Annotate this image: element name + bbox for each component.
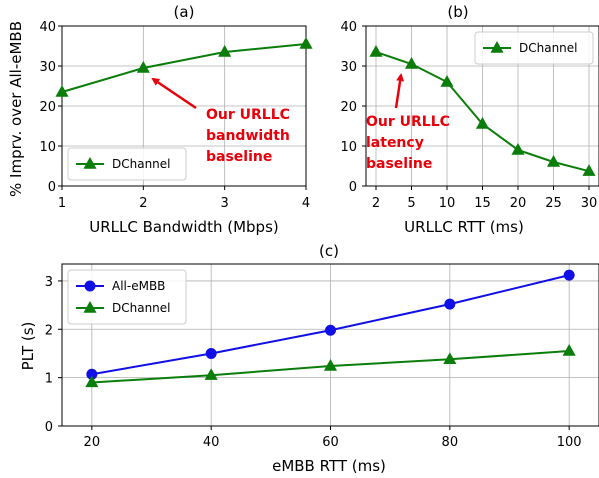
panel-a-legend: DChannel: [67, 147, 187, 181]
panel-c: (c) eMBB RTT (ms) PLT (s) 20 40 60 80 100 0 1 2…: [19, 242, 599, 475]
panel-b-annotation-arrow: [394, 73, 405, 109]
panel-c-title: (c): [319, 242, 339, 260]
panel-a-legend-box: [67, 147, 187, 181]
panel-b-series-dchannel-point: [369, 44, 383, 57]
panel-c-series-dchannel-point: [204, 368, 218, 380]
panel-a-annotation: Our URLLC bandwidth baseline: [151, 77, 290, 165]
panel-c-legend-swatch-marker: [83, 300, 97, 313]
panel-a-y-tick-label: 30: [39, 60, 56, 75]
panel-a-title: (a): [174, 3, 195, 21]
panel-c-x-tick-label: 80: [442, 435, 459, 450]
panel-c-series-all-embb-point: [205, 347, 217, 359]
panel-a-y-tick-label: 0: [48, 180, 56, 195]
panel-c-y-tick-label: 1: [45, 372, 53, 387]
panel-a-x-tick-label: 1: [58, 196, 66, 211]
panel-a-series-dchannel-point: [55, 84, 69, 97]
panel-c-x-tick-label: 60: [322, 435, 339, 450]
panel-a-annotation-arrow: [151, 77, 197, 110]
panel-b-series-dchannel-point: [582, 164, 596, 176]
panel-b-legend: DChannel: [474, 31, 594, 65]
panel-c-series-all-embb-point: [563, 269, 575, 281]
panel-c-series-all-embb-point: [325, 324, 336, 336]
panel-b-series-dchannel-point: [440, 74, 454, 87]
panel-c-series-all-embb-point: [444, 298, 456, 310]
panel-a-legend-swatch-marker: [83, 156, 97, 169]
panel-b-legend-label: DChannel: [519, 41, 578, 55]
panel-b-annotation: Our URLLC latency baseline: [366, 73, 450, 172]
panel-c-series-dchannel-point: [323, 359, 338, 371]
panel-b-series-dchannel-point: [546, 154, 561, 167]
panel-b-annotation-line-2: latency: [366, 135, 424, 151]
panel-a-annotation-line-1: Our URLLC: [206, 107, 290, 123]
panel-b-x-tick-label: 15: [474, 196, 491, 211]
panel-b-y-tick-label: 10: [340, 140, 357, 155]
panel-b-annotation-line-1: Our URLLC: [366, 114, 450, 130]
panel-b-y-tick-label: 0: [349, 180, 357, 195]
shared-y-axis-label: % Imprv. over All-eMBB: [7, 21, 25, 197]
panel-a-annotation-line-3: baseline: [206, 149, 272, 165]
panel-b-title: (b): [447, 3, 468, 21]
panel-b-x-tick-label: 10: [439, 196, 456, 211]
panel-c-x-axis-label: eMBB RTT (ms): [272, 457, 386, 475]
panel-b-series-dchannel-point: [404, 56, 419, 69]
panel-a-y-tick-label: 40: [39, 20, 56, 35]
panel-b-plot-frame: [365, 25, 599, 187]
panel-a: (a) URLLC Bandwidth (Mbps) 1 2 3 4010203040…: [39, 3, 313, 236]
panel-c-series-dchannel-point: [443, 352, 457, 364]
panel-c-y-tick-label: 3: [45, 275, 53, 290]
panel-c-y-axis-label: PLT (s): [19, 322, 37, 371]
panel-b-x-tick-label: 2: [372, 196, 380, 211]
panel-a-legend-label: DChannel: [112, 157, 171, 171]
panel-b-x-tick-label: 20: [510, 196, 527, 211]
panel-c-y-tick-label: 2: [45, 323, 53, 338]
panel-b-legend-swatch-marker: [490, 40, 504, 53]
panel-c-plot-frame: [61, 263, 599, 427]
panel-a-y-tick-label: 20: [39, 100, 56, 115]
panel-b-y-tick-label: 20: [340, 100, 357, 115]
panel-a-x-tick-label: 3: [221, 196, 229, 211]
panel-b-x-tick-label: 25: [545, 196, 562, 211]
panel-a-x-axis-label: URLLC Bandwidth (Mbps): [89, 218, 279, 236]
panel-a-x-tick-label: 4: [302, 196, 310, 211]
panel-a-series-dchannel-point: [218, 44, 232, 57]
panel-a-series-dchannel-point: [299, 36, 313, 49]
panel-c-y-tick-label: 0: [45, 420, 53, 435]
panel-c-series-dchannel-point: [562, 344, 576, 356]
panel-b-y-tick-label: 30: [340, 60, 357, 75]
panel-b-series-dchannel-point: [475, 116, 490, 129]
panel-b-x-tick-label: 5: [407, 196, 415, 211]
panel-b-annotation-line-3: baseline: [366, 156, 432, 172]
panel-b-x-tick-label: 30: [581, 196, 598, 211]
panel-a-annotation-line-2: bandwidth: [206, 128, 290, 144]
panel-a-series-dchannel-line: [61, 43, 307, 93]
panel-c-x-tick-label: 20: [84, 435, 101, 450]
panel-c-legend-box: [67, 269, 187, 325]
panel-a-x-tick-label: 2: [139, 196, 147, 211]
panel-a-y-tick-label: 10: [39, 140, 56, 155]
panel-b-legend-box: [474, 31, 594, 65]
panel-c-legend-swatch-marker: [84, 280, 96, 292]
panel-b-series-dchannel-point: [511, 142, 525, 155]
panel-c-legend-label: DChannel: [112, 301, 171, 315]
panel-c-legend: All-eMBB DChannel: [67, 269, 187, 325]
panel-b-x-axis-label: URLLC RTT (ms): [404, 218, 524, 236]
panel-c-x-tick-label: 100: [557, 435, 582, 450]
panel-c-legend-label: All-eMBB: [112, 279, 165, 293]
panel-a-plot-frame: [61, 25, 307, 187]
panel-a-series-dchannel-point: [136, 60, 150, 73]
panel-c-series-dchannel-point: [85, 375, 99, 388]
panel-c-x-tick-label: 40: [203, 435, 220, 450]
panel-b: (b) URLLC RTT (ms) 2 5 10 15 20 25 30010203040…: [340, 3, 599, 236]
panel-b-y-tick-label: 40: [340, 20, 357, 35]
